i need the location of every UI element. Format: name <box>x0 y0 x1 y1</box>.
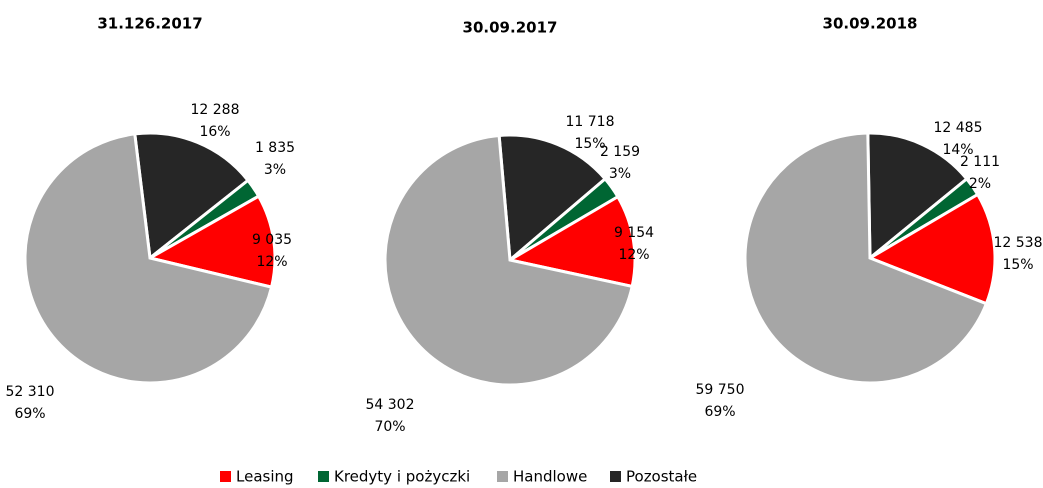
pie-slice <box>866 131 969 262</box>
legend-label: Kredyty i pożyczki <box>334 468 470 486</box>
percentage-label: 15% <box>574 136 605 152</box>
legend-swatch <box>610 471 621 482</box>
legend-swatch <box>220 471 231 482</box>
value-label: 9 154 <box>614 225 654 241</box>
legend-label: Leasing <box>236 468 294 486</box>
legend-label: Pozostałe <box>626 468 697 486</box>
value-label: 52 310 <box>6 384 55 400</box>
value-label: 11 718 <box>566 114 615 130</box>
pie-slice <box>383 133 634 387</box>
pie-slice <box>743 131 989 385</box>
value-label: 12 485 <box>934 120 983 136</box>
pie-slice <box>505 194 637 289</box>
value-label: 1 835 <box>255 140 295 156</box>
value-label: 9 035 <box>252 232 292 248</box>
value-label: 54 302 <box>366 397 415 413</box>
chart-title: 31.126.2017 <box>97 15 202 33</box>
percentage-label: 12% <box>256 254 287 270</box>
percentage-label: 16% <box>199 124 230 140</box>
chart-title: 30.09.2018 <box>823 15 918 33</box>
pie-slice <box>23 132 274 385</box>
percentage-label: 12% <box>618 247 649 263</box>
percentage-label: 3% <box>609 166 631 182</box>
value-label: 12 538 <box>994 235 1043 251</box>
legend-swatch <box>497 471 508 482</box>
percentage-label: 15% <box>1002 257 1033 273</box>
percentage-label: 69% <box>14 406 45 422</box>
percentage-label: 69% <box>704 404 735 420</box>
percentage-label: 2% <box>969 176 991 192</box>
legend-label: Handlowe <box>513 468 587 486</box>
pie-slice <box>497 133 608 264</box>
chart-title: 30.09.2017 <box>463 19 558 37</box>
value-label: 2 111 <box>960 154 1000 170</box>
value-label: 12 288 <box>191 102 240 118</box>
legend-swatch <box>318 471 329 482</box>
pie-slice <box>866 192 997 306</box>
percentage-label: 3% <box>264 162 286 178</box>
pie-slice <box>133 131 251 261</box>
value-label: 2 159 <box>600 144 640 160</box>
percentage-label: 14% <box>942 142 973 158</box>
percentage-label: 70% <box>374 419 405 435</box>
value-label: 59 750 <box>696 382 745 398</box>
